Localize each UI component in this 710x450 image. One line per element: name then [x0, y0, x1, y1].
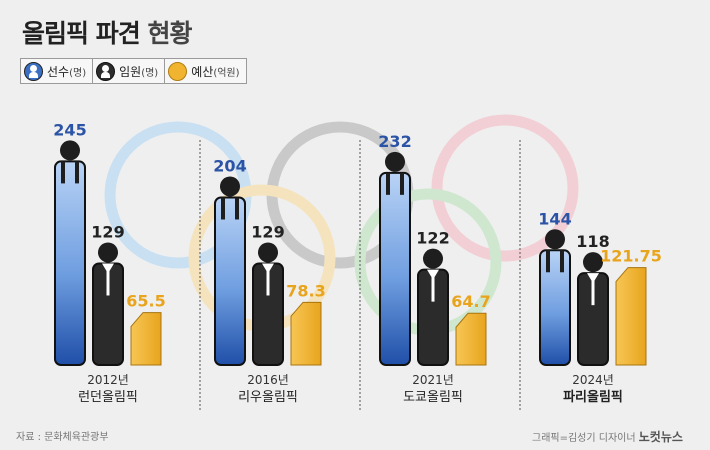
value-label-1-0: 129 — [91, 222, 124, 241]
value-label-2-3: 121.75 — [600, 247, 662, 266]
legend-athletes-unit: (명) — [69, 67, 87, 79]
title-sub: 현황 — [147, 19, 192, 48]
coin-icon — [168, 61, 188, 81]
value-label-2-2: 64.7 — [451, 292, 490, 311]
value-label-1-3: 118 — [576, 232, 609, 251]
official-head-3 — [583, 252, 603, 273]
legend-athletes-label: 선수 — [47, 64, 70, 79]
brand-logo: 노컷뉴스 — [638, 430, 683, 444]
value-label-1-2: 122 — [416, 229, 449, 248]
bar-budget-0 — [130, 312, 162, 366]
category-name-0: 런던올림픽 — [78, 390, 138, 405]
value-label-0-0: 245 — [53, 120, 86, 139]
athlete-head-1 — [220, 176, 240, 197]
olympic-ring-2 — [431, 114, 579, 262]
bar-athletes-1 — [214, 196, 246, 366]
legend: 선수 (명) 임원 (명) 예산 (억원) — [20, 58, 247, 84]
official-collar-0 — [102, 263, 114, 274]
official-collar-1 — [262, 263, 274, 274]
category-year-1: 2016년 — [247, 373, 289, 387]
legend-athletes: 선수 (명) — [20, 58, 94, 84]
official-collar-2 — [427, 269, 439, 280]
category-year-2: 2021년 — [412, 373, 454, 387]
athlete-head-3 — [545, 229, 565, 250]
group-dividers — [199, 140, 521, 410]
athlete-strap-l-2 — [386, 172, 390, 195]
bars-layer — [54, 140, 647, 367]
official-icon — [96, 61, 116, 81]
bar-budget-1 — [290, 301, 322, 366]
official-head-2 — [423, 248, 443, 269]
value-label-0-3: 144 — [538, 209, 571, 228]
legend-budget-label: 예산 — [191, 64, 214, 79]
olympic-rings-background — [104, 114, 579, 336]
athlete-strap-r-1 — [235, 197, 239, 220]
athlete-head-2 — [385, 151, 405, 172]
legend-officials-label: 임원 — [119, 64, 142, 79]
category-year-0: 2012년 — [87, 373, 129, 387]
value-label-1-1: 129 — [251, 222, 284, 241]
value-label-2-1: 78.3 — [286, 281, 325, 300]
official-tie-3 — [591, 279, 595, 306]
athlete-strap-r-2 — [400, 172, 404, 195]
official-tie-1 — [266, 269, 270, 296]
athlete-strap-r-0 — [75, 161, 79, 184]
title-main: 올림픽 파견 — [22, 19, 141, 48]
athlete-strap-r-3 — [560, 250, 564, 273]
official-head-0 — [98, 242, 118, 263]
official-collar-3 — [587, 273, 599, 284]
category-year-3: 2024년 — [572, 373, 614, 387]
category-name-3: 파리올림픽 — [563, 389, 623, 405]
legend-officials: 임원 (명) — [92, 58, 166, 84]
credit-note: 그래픽=김성기 디자이너 노컷뉴스 — [532, 428, 683, 445]
page-title: 올림픽 파견 현황 — [22, 14, 192, 50]
value-label-0-2: 232 — [378, 132, 411, 151]
category-name-1: 리우올림픽 — [238, 390, 298, 405]
athlete-strap-l-0 — [61, 161, 65, 184]
legend-budget: 예산 (억원) — [164, 58, 247, 84]
bar-budget-3 — [615, 267, 647, 366]
bar-athletes-2 — [379, 171, 411, 366]
official-head-1 — [258, 242, 278, 263]
source-note: 자료 : 문화체육관광부 — [16, 432, 109, 443]
legend-officials-unit: (명) — [141, 67, 159, 79]
official-tie-2 — [431, 275, 435, 302]
athlete-head-0 — [60, 140, 80, 161]
athlete-icon — [24, 61, 43, 81]
athlete-strap-l-1 — [221, 197, 225, 220]
bar-athletes-0 — [54, 160, 86, 366]
official-tie-0 — [106, 269, 110, 296]
bar-budget-2 — [455, 312, 487, 366]
bar-athletes-3 — [539, 249, 571, 366]
category-name-2: 도쿄올림픽 — [403, 390, 463, 405]
credit-text: 그래픽=김성기 디자이너 — [532, 433, 636, 444]
value-label-2-0: 65.5 — [126, 292, 165, 311]
value-label-0-1: 204 — [213, 156, 246, 175]
legend-budget-unit: (억원) — [213, 67, 240, 79]
athlete-strap-l-3 — [546, 250, 550, 273]
